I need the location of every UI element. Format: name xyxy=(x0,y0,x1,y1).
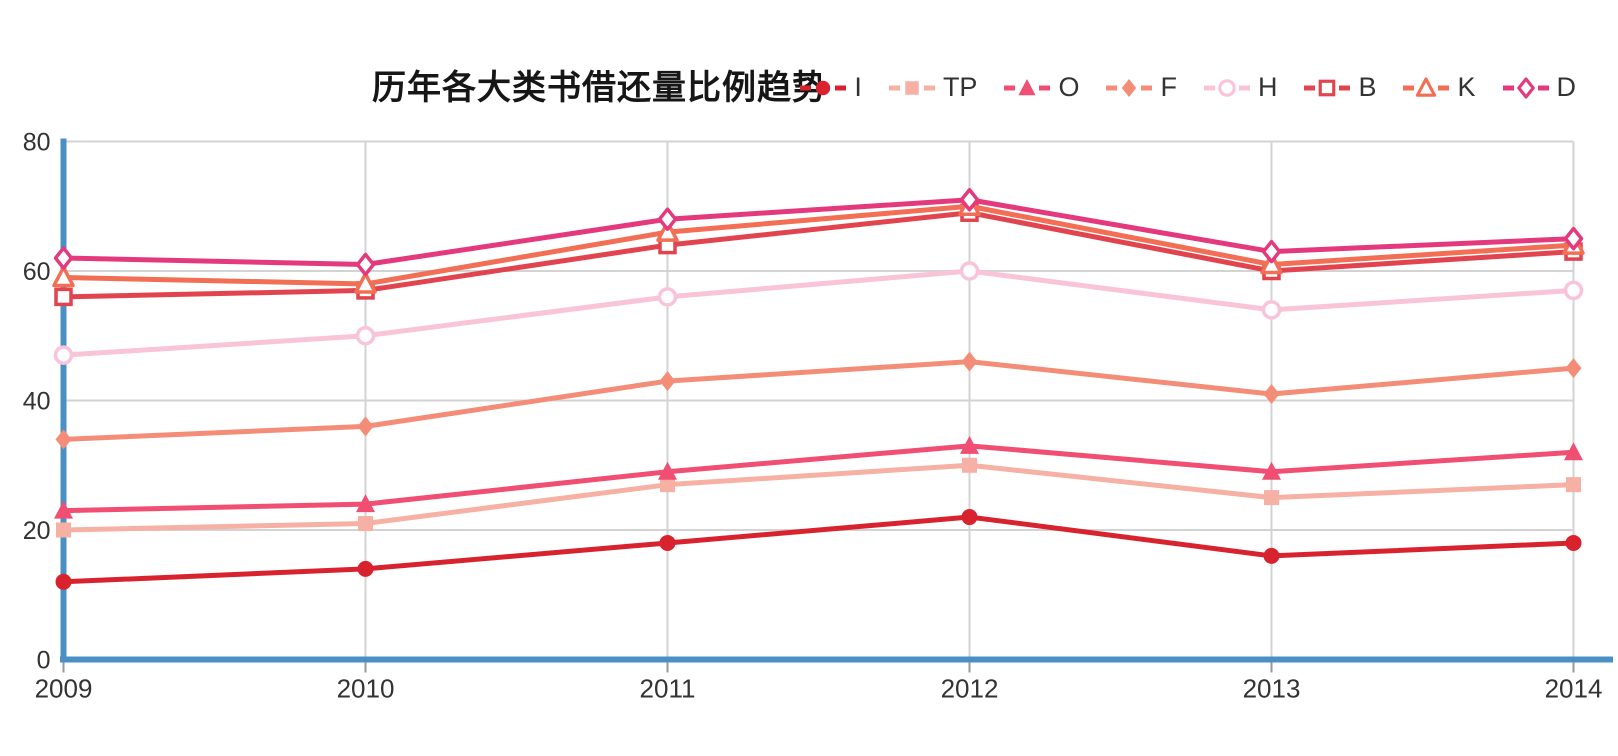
series-line-H xyxy=(61,268,1576,358)
legend-item-F[interactable]: F xyxy=(1106,74,1177,101)
point-D-2013[interactable] xyxy=(1261,239,1282,264)
legend-marker-F xyxy=(1106,78,1153,97)
legend-marker-O xyxy=(1004,78,1051,95)
point-I-2012[interactable] xyxy=(961,509,978,526)
legend-label: D xyxy=(1556,72,1577,102)
point-F-2011[interactable] xyxy=(659,371,676,392)
legend-item-B[interactable]: B xyxy=(1304,74,1376,101)
legend-marker-I xyxy=(800,80,847,95)
point-H-2010[interactable] xyxy=(355,326,376,346)
x-axis-label: 2010 xyxy=(337,674,395,704)
point-F-2012[interactable] xyxy=(961,351,978,372)
legend-item-D[interactable]: D xyxy=(1502,72,1577,102)
point-TP-2010[interactable] xyxy=(358,516,373,532)
point-K-2009[interactable] xyxy=(52,265,75,288)
legend-label: O xyxy=(1058,72,1080,102)
point-TP-2014[interactable] xyxy=(1566,477,1581,493)
legend-label: F xyxy=(1160,72,1177,102)
legend-item-K[interactable]: K xyxy=(1403,72,1476,102)
point-O-2010[interactable] xyxy=(356,494,375,513)
legend: I TP O F H B K D xyxy=(800,74,1576,101)
point-I-2009[interactable] xyxy=(55,573,72,590)
point-F-2010[interactable] xyxy=(357,416,374,437)
point-I-2010[interactable] xyxy=(357,560,374,577)
series-line-B xyxy=(61,210,1576,300)
point-K-2013[interactable] xyxy=(1260,252,1283,275)
y-axis-label: 0 xyxy=(37,647,51,675)
point-O-2013[interactable] xyxy=(1262,461,1281,480)
point-D-2009[interactable] xyxy=(53,246,74,270)
point-O-2011[interactable] xyxy=(658,461,677,480)
legend-item-O[interactable]: O xyxy=(1004,74,1079,101)
point-H-2011[interactable] xyxy=(657,287,678,307)
point-D-2010[interactable] xyxy=(355,252,376,277)
point-F-2014[interactable] xyxy=(1565,358,1582,379)
point-TP-2013[interactable] xyxy=(1264,490,1279,506)
point-TP-2012[interactable] xyxy=(962,457,977,473)
x-axis-label: 2011 xyxy=(640,674,696,704)
legend-label: B xyxy=(1358,72,1377,102)
y-axis-label: 40 xyxy=(23,388,51,416)
point-I-2014[interactable] xyxy=(1565,534,1582,551)
x-axis-label: 2009 xyxy=(35,674,93,704)
legend-marker-K xyxy=(1403,76,1450,97)
series-line-TP xyxy=(61,462,1576,533)
point-O-2014[interactable] xyxy=(1564,442,1583,461)
point-H-2009[interactable] xyxy=(53,345,74,365)
point-K-2011[interactable] xyxy=(656,220,679,242)
x-axis-label: 2013 xyxy=(1243,674,1301,704)
point-H-2014[interactable] xyxy=(1563,280,1584,301)
point-TP-2009[interactable] xyxy=(56,522,71,538)
point-K-2010[interactable] xyxy=(354,272,377,294)
legend-item-H[interactable]: H xyxy=(1203,72,1278,102)
point-H-2012[interactable] xyxy=(959,261,980,281)
point-I-2011[interactable] xyxy=(659,534,676,551)
series-line-D xyxy=(61,197,1576,268)
legend-label: I xyxy=(854,72,862,102)
legend-label: H xyxy=(1257,72,1278,102)
point-TP-2011[interactable] xyxy=(660,477,675,493)
legend-marker-B xyxy=(1304,79,1351,96)
point-B-2009[interactable] xyxy=(54,287,73,307)
point-O-2012[interactable] xyxy=(960,435,979,454)
legend-item-TP[interactable]: TP xyxy=(888,72,978,102)
point-H-2013[interactable] xyxy=(1261,300,1282,320)
legend-label: TP xyxy=(942,72,978,102)
series-line-K xyxy=(61,203,1576,287)
point-D-2014[interactable] xyxy=(1563,226,1584,251)
point-D-2011[interactable] xyxy=(657,207,678,231)
chart-title: 历年各大类书借还量比例趋势 xyxy=(372,69,827,107)
series-line-I xyxy=(61,514,1576,585)
legend-label: K xyxy=(1457,72,1476,102)
point-O-2009[interactable] xyxy=(54,500,73,519)
point-F-2013[interactable] xyxy=(1263,384,1280,405)
x-axis-label: 2014 xyxy=(1545,674,1603,704)
y-axis-label: 60 xyxy=(23,258,51,286)
legend-marker-TP xyxy=(888,80,935,95)
legend-item-I[interactable]: I xyxy=(800,74,862,101)
series-line-O xyxy=(61,443,1576,514)
y-axis-label: 80 xyxy=(23,129,51,157)
legend-marker-D xyxy=(1502,76,1549,99)
point-F-2009[interactable] xyxy=(55,429,72,450)
point-D-2012[interactable] xyxy=(959,188,980,212)
y-axis-label: 20 xyxy=(23,517,51,545)
x-axis-label: 2012 xyxy=(941,674,999,704)
point-I-2013[interactable] xyxy=(1263,547,1280,564)
legend-marker-H xyxy=(1203,78,1250,97)
series-line-F xyxy=(61,359,1576,442)
